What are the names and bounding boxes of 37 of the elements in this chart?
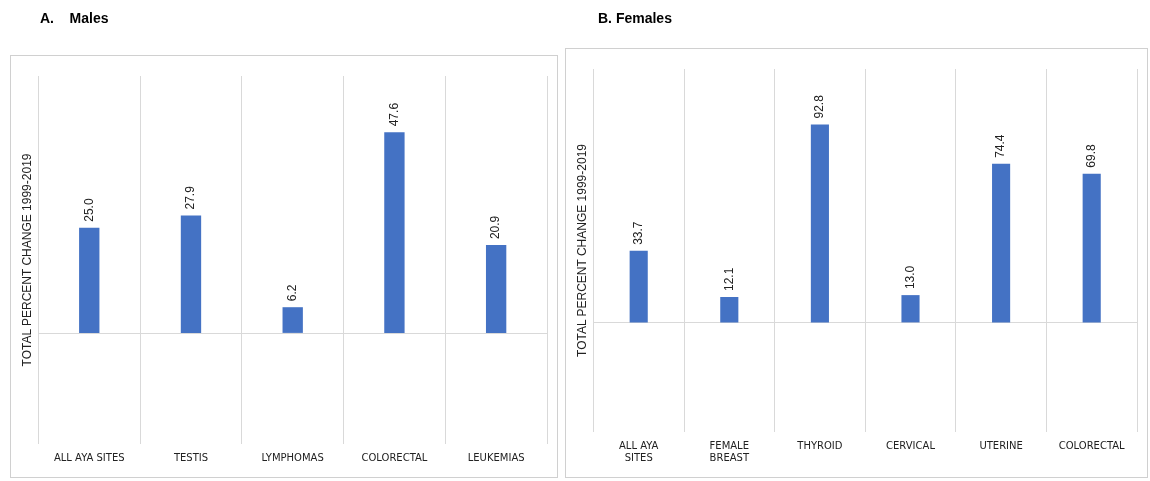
- y-axis-title: TOTAL PERCENT CHANGE 1999-2019: [19, 153, 34, 367]
- data-label: 25.0: [81, 198, 96, 222]
- bar: [1082, 173, 1101, 323]
- data-label: 13.0: [902, 265, 917, 290]
- data-label: 12.1: [721, 267, 736, 292]
- x-tick-label: COLORECTAL: [1058, 439, 1126, 451]
- x-tick-label: TESTIS: [172, 451, 209, 463]
- x-tick-label: UTERINE: [979, 439, 1023, 451]
- bar: [384, 132, 405, 333]
- x-tick-label: THYROID: [796, 439, 843, 451]
- data-label: 69.8: [1084, 144, 1099, 168]
- chart-title: A. Males: [40, 10, 109, 26]
- bar: [720, 297, 739, 323]
- x-tick-label: COLORECTAL: [361, 451, 428, 463]
- bar: [810, 124, 829, 323]
- data-label: 20.9: [488, 215, 503, 240]
- data-label: 47.6: [386, 102, 401, 127]
- x-tick-label: FEMALE BREAST: [709, 439, 750, 463]
- chart-title: B. Females: [598, 10, 672, 26]
- x-tick-label: CERVICAL: [886, 439, 936, 451]
- bar: [180, 215, 202, 333]
- bar: [901, 295, 920, 323]
- y-axis-title: TOTAL PERCENT CHANGE 1999-2019: [574, 143, 589, 357]
- x-tick-label: LYMPHOMAS: [261, 451, 324, 463]
- data-label: 92.8: [812, 94, 827, 119]
- bar: [629, 250, 648, 323]
- x-tick-label: ALL AYA SITES: [53, 451, 125, 463]
- data-label: 6.2: [285, 284, 300, 302]
- bar: [485, 245, 507, 333]
- x-tick-label: ALL AYA SITES: [619, 439, 659, 463]
- bar: [79, 227, 100, 333]
- bar: [992, 163, 1011, 323]
- data-label: 74.4: [993, 134, 1008, 158]
- bar: [282, 307, 303, 333]
- data-label: 27.9: [183, 185, 198, 210]
- data-label: 33.7: [631, 221, 646, 245]
- x-tick-label: LEUKEMIAS: [467, 451, 525, 463]
